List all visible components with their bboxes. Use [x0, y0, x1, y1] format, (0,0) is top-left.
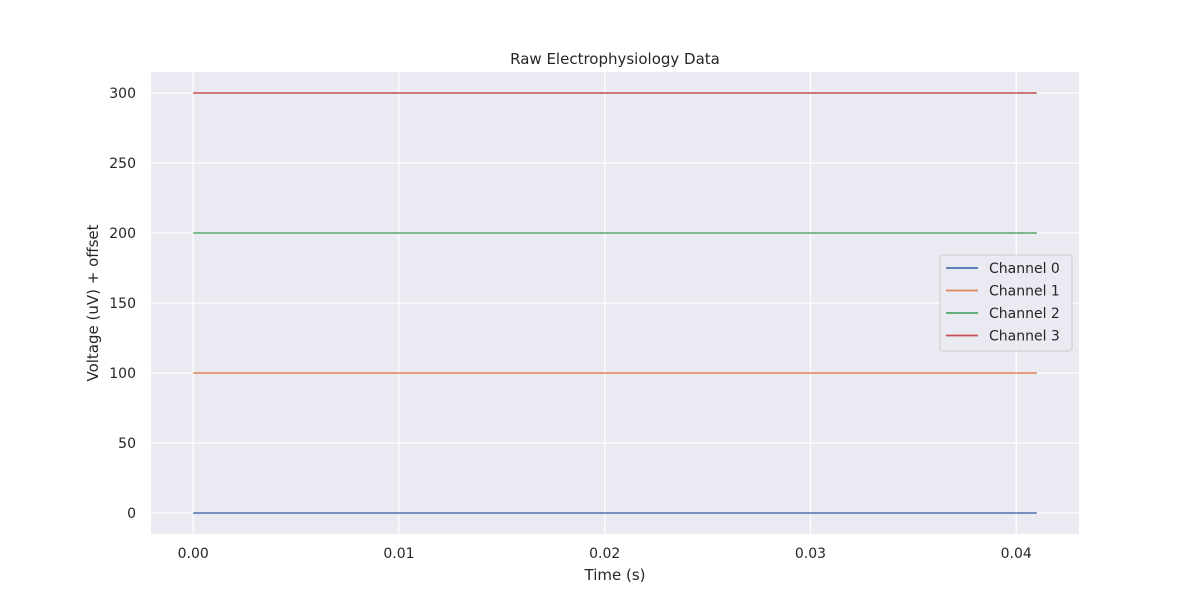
- y-tick-label: 200: [109, 226, 136, 242]
- x-tick-label: 0.01: [383, 546, 414, 562]
- y-tick-label: 300: [109, 86, 136, 102]
- y-tick-label: 100: [109, 366, 136, 382]
- y-tick-label: 250: [109, 156, 136, 172]
- legend-label: Channel 3: [989, 329, 1060, 345]
- y-tick-label: 50: [118, 436, 136, 452]
- y-axis-label: Voltage (uV) + offset: [84, 224, 102, 381]
- legend-box: [939, 254, 1073, 352]
- y-tick-label: 0: [127, 506, 136, 522]
- x-tick-label: 0.04: [1001, 546, 1032, 562]
- series-lines: [193, 92, 1037, 514]
- chart-title: Raw Electrophysiology Data: [510, 50, 720, 68]
- legend-items: Channel 0 Channel 1 Channel 2 Channel 3: [946, 261, 1060, 345]
- x-tick-label: 0.02: [589, 546, 620, 562]
- x-tick-labels: 0.00 0.01 0.02 0.03 0.04: [178, 546, 1032, 562]
- y-tick-label: 150: [109, 296, 136, 312]
- legend-label: Channel 0: [989, 261, 1060, 277]
- legend: Channel 0 Channel 1 Channel 2 Channel 3: [939, 254, 1073, 352]
- legend-label: Channel 2: [989, 306, 1060, 322]
- x-tick-label: 0.03: [795, 546, 826, 562]
- x-axis-label: Time (s): [584, 566, 646, 584]
- legend-label: Channel 1: [989, 284, 1060, 300]
- y-tick-labels: 0 50 100 150 200 250 300: [109, 86, 136, 522]
- x-tick-label: 0.00: [178, 546, 209, 562]
